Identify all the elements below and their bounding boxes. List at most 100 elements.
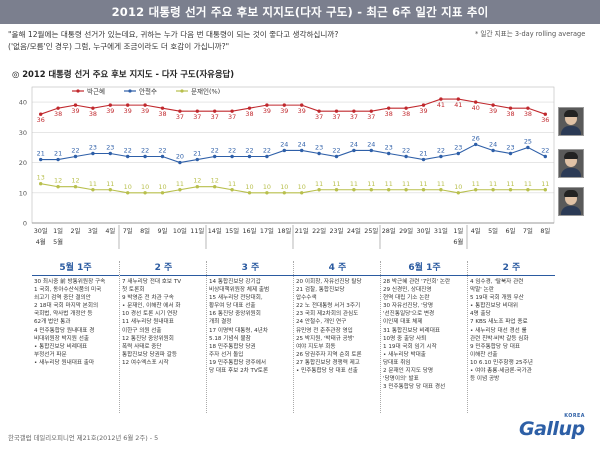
week-event-item: 17 이명박 대통령, 4년차	[209, 327, 268, 334]
week-event-item: 당대표 취임	[383, 359, 411, 366]
week-event-item: 16 통진당 중앙위원회	[209, 311, 261, 318]
data-point	[73, 103, 78, 107]
x-tick-label: 9일	[158, 226, 168, 235]
data-point	[39, 182, 43, 186]
week-column: 3 주 14 통합진보당 강기갑 비상대책위원장 체제 출범 15 새누리당 전당대…	[206, 261, 294, 413]
data-point	[421, 157, 426, 162]
data-label: 11	[506, 180, 514, 188]
data-label: 38	[402, 110, 410, 118]
data-label: 38	[506, 110, 514, 118]
data-point	[195, 157, 199, 162]
x-tick-label: 1일	[53, 226, 63, 235]
data-point	[491, 188, 495, 192]
data-point	[108, 151, 113, 156]
data-label: 38	[385, 110, 393, 118]
week-event-item: • 새누리당 박대출	[383, 351, 426, 358]
rolling-average-note: * 일간 지표는 3-day rolling average	[475, 30, 586, 38]
week-heading: 3 주	[207, 261, 294, 276]
x-tick-label: 29일	[399, 226, 413, 235]
data-label: 12	[71, 177, 79, 185]
data-point	[178, 188, 182, 192]
x-tick-label: 16일	[242, 226, 256, 235]
data-point	[439, 97, 443, 101]
data-point	[282, 191, 286, 195]
data-point	[56, 106, 60, 110]
portrait-ahn-cheolsoo-icon	[558, 149, 584, 178]
data-point	[439, 154, 443, 159]
data-label: 10	[158, 183, 166, 191]
data-label: 22	[541, 147, 549, 155]
data-point	[508, 151, 513, 156]
data-point	[526, 188, 530, 192]
data-point	[369, 109, 373, 113]
data-label: 26	[472, 134, 480, 142]
data-label: 23	[106, 143, 114, 151]
data-point	[56, 157, 60, 162]
data-label: 10	[141, 183, 149, 191]
data-label: 22	[245, 147, 253, 155]
data-label: 38	[89, 110, 97, 118]
week-event-item: • 문재인, 이해찬 에서 화	[122, 303, 181, 310]
week-event-item: '당명이의' 발표	[383, 376, 419, 383]
week-event-item: 첫 토론회	[122, 287, 145, 294]
week-event-item: 21 검찰, 통합진보당	[296, 287, 345, 294]
data-point	[282, 103, 286, 107]
week-event-item: 29 신경민, 상대진영	[383, 287, 432, 294]
week-column: 2 주 4 임수경, '탈북자 관련 막말' 논란 5 19대 국회 개원 무산 •…	[467, 261, 555, 413]
week-event-list: 28 박근혜 관련 '7인회' 논란 29 신경민, 상대진영 현역 대립 기소 …	[381, 278, 468, 391]
data-point	[456, 97, 460, 101]
x-tick-label: 18일	[277, 226, 291, 235]
data-label: 23	[315, 143, 323, 151]
legend-marker-0	[76, 89, 80, 93]
data-label: 21	[419, 150, 427, 158]
data-point	[247, 191, 252, 195]
data-point	[178, 109, 182, 113]
data-label: 11	[472, 180, 480, 188]
data-point	[300, 148, 304, 153]
data-point	[404, 154, 408, 159]
data-point	[230, 154, 234, 159]
week-event-item: 개최 결정	[209, 319, 232, 326]
week-event-item: 20 이회창, 자유선진당 탈당	[296, 279, 362, 285]
series-line-2	[40, 183, 546, 194]
week-event-item: 12 여수엑스포 시작	[122, 359, 169, 366]
data-point	[195, 185, 199, 189]
data-point	[160, 106, 165, 110]
x-tick-label: 17일	[260, 226, 274, 235]
week-event-item: 주자 선거 돌입	[209, 351, 244, 358]
data-point	[334, 188, 339, 192]
legend-marker-1	[128, 89, 132, 93]
data-point	[526, 106, 530, 110]
gallup-logo: KOREA Gallup	[519, 414, 595, 444]
data-point	[160, 191, 165, 195]
data-point	[73, 154, 78, 159]
data-label: 22	[211, 147, 219, 155]
week-event-item: 당 대표 후보 2차 TV토론	[209, 368, 269, 375]
page-title: 2012 대통령 선거 주요 후보 지지도(다자 구도) - 최근 6주 일간 …	[0, 0, 600, 24]
week-event-item: 27 통합진보당 경쟁력 제고	[296, 359, 360, 366]
data-label: 12	[54, 177, 62, 185]
data-point	[213, 109, 217, 113]
week-event-item: 19 민주통합당 광주에서	[209, 359, 266, 366]
week-event-item: • 통합진보당 비례대표	[34, 343, 88, 350]
data-label: 39	[141, 107, 149, 115]
data-label: 10	[124, 183, 132, 191]
week-event-item: 4명 출당	[470, 311, 491, 318]
data-point	[404, 188, 408, 192]
data-label: 25	[524, 137, 532, 145]
data-label: 23	[385, 143, 393, 151]
data-point	[352, 188, 356, 192]
data-point	[126, 103, 130, 107]
data-point	[143, 154, 147, 159]
data-point	[508, 188, 513, 192]
week-event-list: 30 최시중 前 방통위원장 구속 1 국회, 동아수산식품의 미국 쇠고기 검역…	[32, 278, 119, 367]
week-event-item: 9 박영준 전 차관 구속	[122, 295, 174, 302]
data-label: 13	[37, 174, 45, 182]
data-point	[508, 106, 513, 110]
data-label: 11	[489, 180, 497, 188]
data-label: 38	[54, 110, 62, 118]
week-event-item: 12 통진당 중앙위원회	[122, 335, 174, 342]
data-point	[300, 191, 304, 195]
week-event-item: 폭력 사태로 중단	[122, 343, 162, 350]
